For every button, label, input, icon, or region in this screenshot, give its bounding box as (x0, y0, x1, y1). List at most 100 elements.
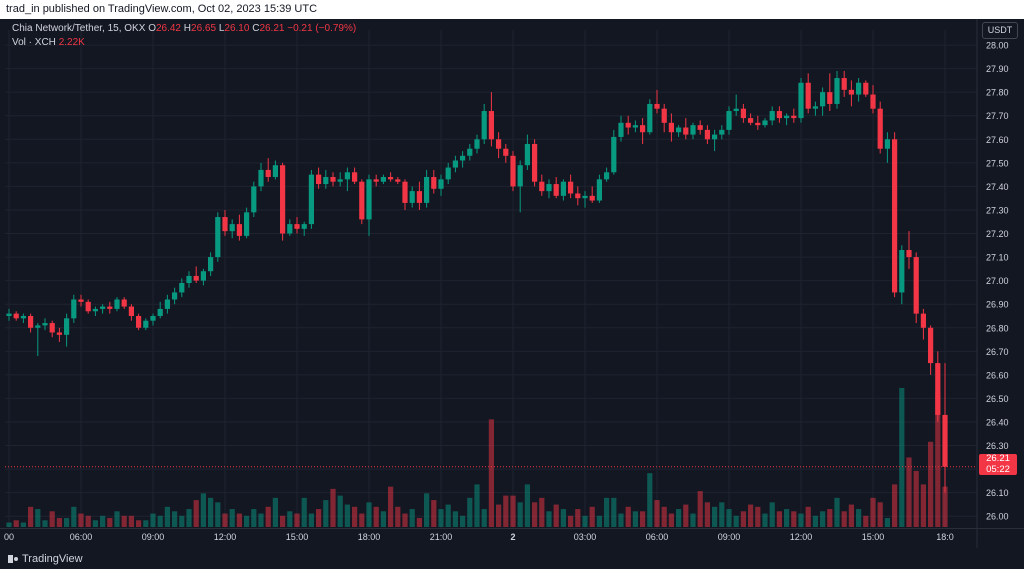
candle-body (870, 94, 876, 109)
candle-body (575, 193, 581, 199)
candle-body (805, 82, 811, 109)
volume-bar (791, 511, 797, 527)
candle-body (769, 111, 775, 121)
volume-bar (647, 473, 653, 527)
volume-bar (64, 518, 70, 527)
volume-bar (697, 491, 703, 527)
candle-body (452, 160, 458, 168)
volume-bar (928, 441, 934, 527)
volume-bar (517, 502, 523, 527)
candle-body (460, 155, 466, 161)
legend-c-value: 26.21 (259, 23, 285, 34)
volume-bar (676, 509, 682, 527)
candle-body (920, 313, 926, 328)
volume-bar (848, 504, 854, 527)
candle-body (244, 212, 250, 236)
candle-body (661, 108, 667, 123)
y-tick-label: 26.60 (986, 370, 1009, 380)
candle-body (258, 169, 264, 187)
volume-bar (892, 484, 898, 527)
candle-body (589, 195, 595, 201)
published-banner: trad_in published on TradingView.com, Oc… (0, 0, 1024, 19)
legend-ohlc-row: Chia Network/Tether, 15, OKX O26.42 H26.… (12, 22, 356, 36)
candle-body (215, 217, 221, 258)
candle-body (20, 315, 26, 319)
volume-bar (748, 504, 754, 527)
volume-bar (294, 513, 300, 527)
legend-vol-label: Vol · XCH (12, 37, 56, 48)
x-tick-label: 06:00 (646, 532, 669, 542)
candle-body (85, 301, 91, 312)
candle-body (611, 136, 617, 173)
candle-body (712, 134, 718, 140)
candle-body (49, 323, 55, 333)
candle-body (6, 313, 12, 316)
candle-body (510, 155, 516, 187)
legend-c-label: C (252, 23, 260, 34)
candle-body (445, 167, 451, 180)
x-tick-label: 18:0 (936, 532, 954, 542)
volume-bar (136, 520, 142, 527)
volume-bar (776, 511, 782, 527)
volume-bar (402, 513, 408, 527)
candle-body (474, 139, 480, 149)
volume-bar (380, 511, 386, 527)
volume-bar (78, 513, 84, 527)
tradingview-logo[interactable]: TradingView (8, 553, 83, 565)
volume-bar (733, 515, 739, 527)
volume-bar (762, 513, 768, 527)
y-tick-label: 27.50 (986, 158, 1009, 168)
volume-bar (35, 509, 41, 527)
volume-bar (258, 513, 264, 527)
currency-unit-button[interactable]: USDT (982, 22, 1018, 39)
volume-bar (287, 511, 293, 527)
candle-body (157, 308, 163, 316)
volume-bar (560, 509, 566, 527)
chart-area[interactable]: 28.00 27.90 27.80 27.70 27.60 27.50 27.40 27.30… (0, 19, 1024, 569)
chart-legend: Chia Network/Tether, 15, OKX O26.42 H26.… (12, 22, 356, 50)
candle-body (784, 115, 790, 119)
volume-bar (935, 392, 941, 527)
candle-body (618, 122, 624, 137)
volume-bar (820, 511, 826, 527)
candle-body (726, 111, 732, 130)
volume-bar (438, 509, 444, 527)
volume-bar (236, 513, 242, 527)
volume-bar (200, 493, 206, 527)
candle-body (467, 148, 473, 156)
volume-bar (416, 518, 422, 527)
volume-bar (150, 513, 156, 527)
x-tick-label: 12:00 (790, 532, 813, 542)
volume-bar (704, 502, 710, 527)
candle-body (301, 224, 307, 229)
candle-body (632, 125, 638, 128)
candle-body (143, 320, 149, 328)
volume-bar (632, 511, 638, 527)
candle-body (431, 176, 437, 189)
x-tick-label: 21:00 (430, 532, 453, 542)
candle-body (416, 191, 422, 203)
candle-body (388, 176, 394, 180)
volume-bars (6, 387, 948, 527)
volume-bar (841, 511, 847, 527)
volume-bar (589, 506, 595, 527)
volume-bar (546, 511, 552, 527)
candle-body (820, 92, 826, 107)
candle-body (287, 224, 293, 234)
volume-bar (323, 500, 329, 527)
candle-body (560, 181, 566, 196)
volume-bar (568, 515, 574, 527)
volume-bar (373, 506, 379, 527)
candle-body (265, 169, 271, 177)
y-tick-label: 27.90 (986, 64, 1009, 74)
candle-body (884, 139, 890, 149)
last-price-value: 26.21 (986, 453, 1010, 464)
legend-h-value: 26.65 (191, 23, 217, 34)
volume-bar (661, 506, 667, 527)
legend-change: −0.21 (−0.79%) (287, 23, 357, 34)
candle-body (582, 195, 588, 199)
candle-body (748, 118, 754, 123)
candlestick-chart[interactable]: 28.00 27.90 27.80 27.70 27.60 27.50 27.40 27.30… (0, 19, 1024, 569)
volume-bar (272, 497, 278, 527)
volume-bar (611, 497, 617, 527)
